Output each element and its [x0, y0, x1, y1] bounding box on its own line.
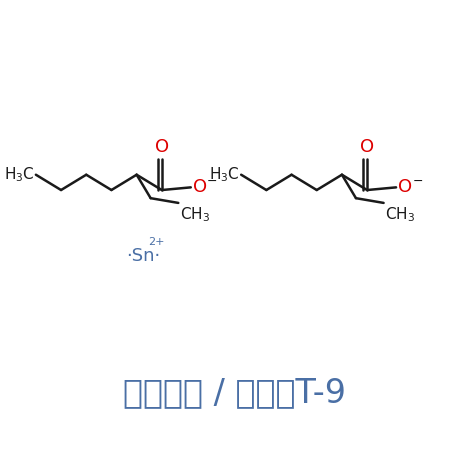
Text: H$_3$C: H$_3$C — [209, 165, 240, 184]
Text: CH$_3$: CH$_3$ — [385, 205, 415, 224]
Text: O: O — [155, 138, 169, 156]
Text: O: O — [360, 138, 374, 156]
Text: CH$_3$: CH$_3$ — [180, 205, 210, 224]
Text: H$_3$C: H$_3$C — [4, 165, 35, 184]
Text: −: − — [412, 175, 423, 188]
Text: 2+: 2+ — [148, 237, 164, 247]
Text: 辛酸亚锡 / 有机锡T-9: 辛酸亚锡 / 有机锡T-9 — [123, 376, 346, 410]
Text: O: O — [193, 178, 207, 196]
Text: ·Sn·: ·Sn· — [126, 247, 160, 265]
Text: O: O — [398, 178, 412, 196]
Text: −: − — [207, 175, 217, 188]
